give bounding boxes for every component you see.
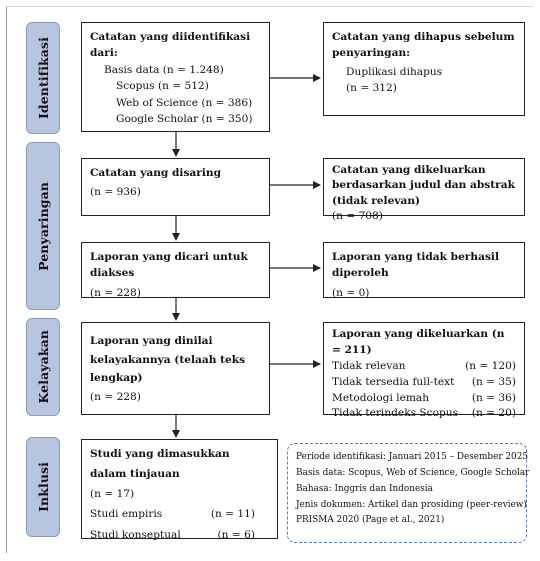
exclusion-reason-count: (n = 20) <box>471 407 516 420</box>
box-studies-included: Studi yang dimasukkan dalam tinjauan (n … <box>81 439 278 541</box>
box-reports-sought: Laporan yang dicari untuk diakses (n = 2… <box>81 242 270 299</box>
study-type-label: Studi empiris <box>90 508 163 521</box>
phase-label-kelayakan: Kelayakan <box>26 318 60 416</box>
reports-not-retrieved-count: (n = 0) <box>332 286 370 299</box>
records-removed-title: Catatan yang dihapus sebelum penyaringan… <box>332 31 515 60</box>
note-line-document-type: Jenis dokumen: Artikel dan prosiding (pe… <box>296 499 527 510</box>
box-records-excluded: Catatan yang dikeluarkan berdasarkan jud… <box>323 158 525 222</box>
records-web-of-science: Web of Science (n = 386) <box>116 96 253 109</box>
study-type-label: Studi konseptual <box>90 528 181 541</box>
box-records-screened: Catatan yang disaring (n = 936) <box>81 158 270 216</box>
exclusion-reason-label: Metodologi lemah <box>332 391 430 404</box>
records-excluded-count: (n = 708) <box>332 210 383 223</box>
records-excluded-title: Catatan yang dikeluarkan berdasarkan jud… <box>332 164 515 207</box>
exclusion-reason-label: Tidak relevan <box>332 359 406 372</box>
box-reports-excluded: Laporan yang dikeluarkan (n = 211) Tidak… <box>323 322 525 419</box>
box-records-identified: Catatan yang diidentifikasi dari: Basis … <box>81 22 270 132</box>
diagram-frame <box>6 6 533 553</box>
phase-label-inklusi: Inklusi <box>26 437 60 537</box>
phase-identifikasi-text: Identifikasi <box>35 36 51 120</box>
exclusion-reason-count: (n = 36) <box>471 391 516 404</box>
exclusion-reason-count: (n = 35) <box>471 375 516 388</box>
study-type-row: Studi konseptual (n = 6) <box>90 525 269 545</box>
phase-label-penyaringan: Penyaringan <box>26 142 60 310</box>
phase-label-identifikasi: Identifikasi <box>26 22 60 134</box>
box-reports-not-retrieved: Laporan yang tidak berhasil diperoleh (n… <box>323 242 525 299</box>
phase-kelayakan-text: Kelayakan <box>35 330 51 404</box>
records-identified-title: Catatan yang diidentifikasi dari: <box>90 31 251 60</box>
reports-not-retrieved-title: Laporan yang tidak berhasil diperoleh <box>332 251 499 280</box>
duplicates-removed-count: (n = 312) <box>346 82 397 95</box>
reports-assessed-count: (n = 228) <box>90 390 141 403</box>
exclusion-reason-count: (n = 120) <box>465 359 516 372</box>
records-scopus: Scopus (n = 512) <box>116 80 209 93</box>
records-google-scholar: Google Scholar (n = 350) <box>116 113 253 126</box>
exclusion-reason-row: Tidak terindeks Scopus (n = 20) <box>332 406 516 422</box>
reports-sought-title: Laporan yang dicari untuk diakses <box>90 251 248 280</box>
studies-included-count: (n = 17) <box>90 488 135 501</box>
note-line-language: Bahasa: Inggris dan Indonesia <box>296 483 433 494</box>
note-line-period: Periode identifikasi: Januari 2015 – Des… <box>296 452 529 462</box>
box-records-removed: Catatan yang dihapus sebelum penyaringan… <box>323 22 525 116</box>
study-type-count: (n = 11) <box>210 508 255 521</box>
exclusion-reason-row: Metodologi lemah (n = 36) <box>332 391 516 407</box>
note-line-prisma: PRISMA 2020 (Page et al., 2021) <box>296 515 445 526</box>
exclusion-reason-label: Tidak terindeks Scopus <box>332 407 459 420</box>
exclusion-reason-row: Tidak relevan (n = 120) <box>332 359 516 375</box>
phase-inklusi-text: Inklusi <box>35 462 51 512</box>
reports-excluded-title: Laporan yang dikeluarkan (n = 211) <box>332 328 505 356</box>
exclusion-reason-row: Tidak tersedia full-text (n = 35) <box>332 375 516 391</box>
studies-included-title: Studi yang dimasukkan dalam tinjauan <box>90 448 230 481</box>
records-database-total: Basis data (n = 1.248) <box>104 63 224 76</box>
reports-assessed-title: Laporan yang dinilai kelayakannya (telaa… <box>90 335 246 385</box>
exclusion-reason-label: Tidak tersedia full-text <box>332 375 455 388</box>
note-line-databases: Basis data: Scopus, Web of Science, Goog… <box>296 467 530 478</box>
duplicates-removed-label: Duplikasi dihapus <box>346 65 443 78</box>
records-screened-count: (n = 936) <box>90 186 141 199</box>
reports-sought-count: (n = 228) <box>90 286 141 299</box>
study-type-row: Studi empiris (n = 11) <box>90 504 269 524</box>
methodology-note: Periode identifikasi: Januari 2015 – Des… <box>287 443 530 543</box>
phase-penyaringan-text: Penyaringan <box>35 181 51 271</box>
study-type-count: (n = 6) <box>217 528 255 541</box>
box-reports-assessed: Laporan yang dinilai kelayakannya (telaa… <box>81 322 270 415</box>
records-screened-title: Catatan yang disaring <box>90 167 221 179</box>
